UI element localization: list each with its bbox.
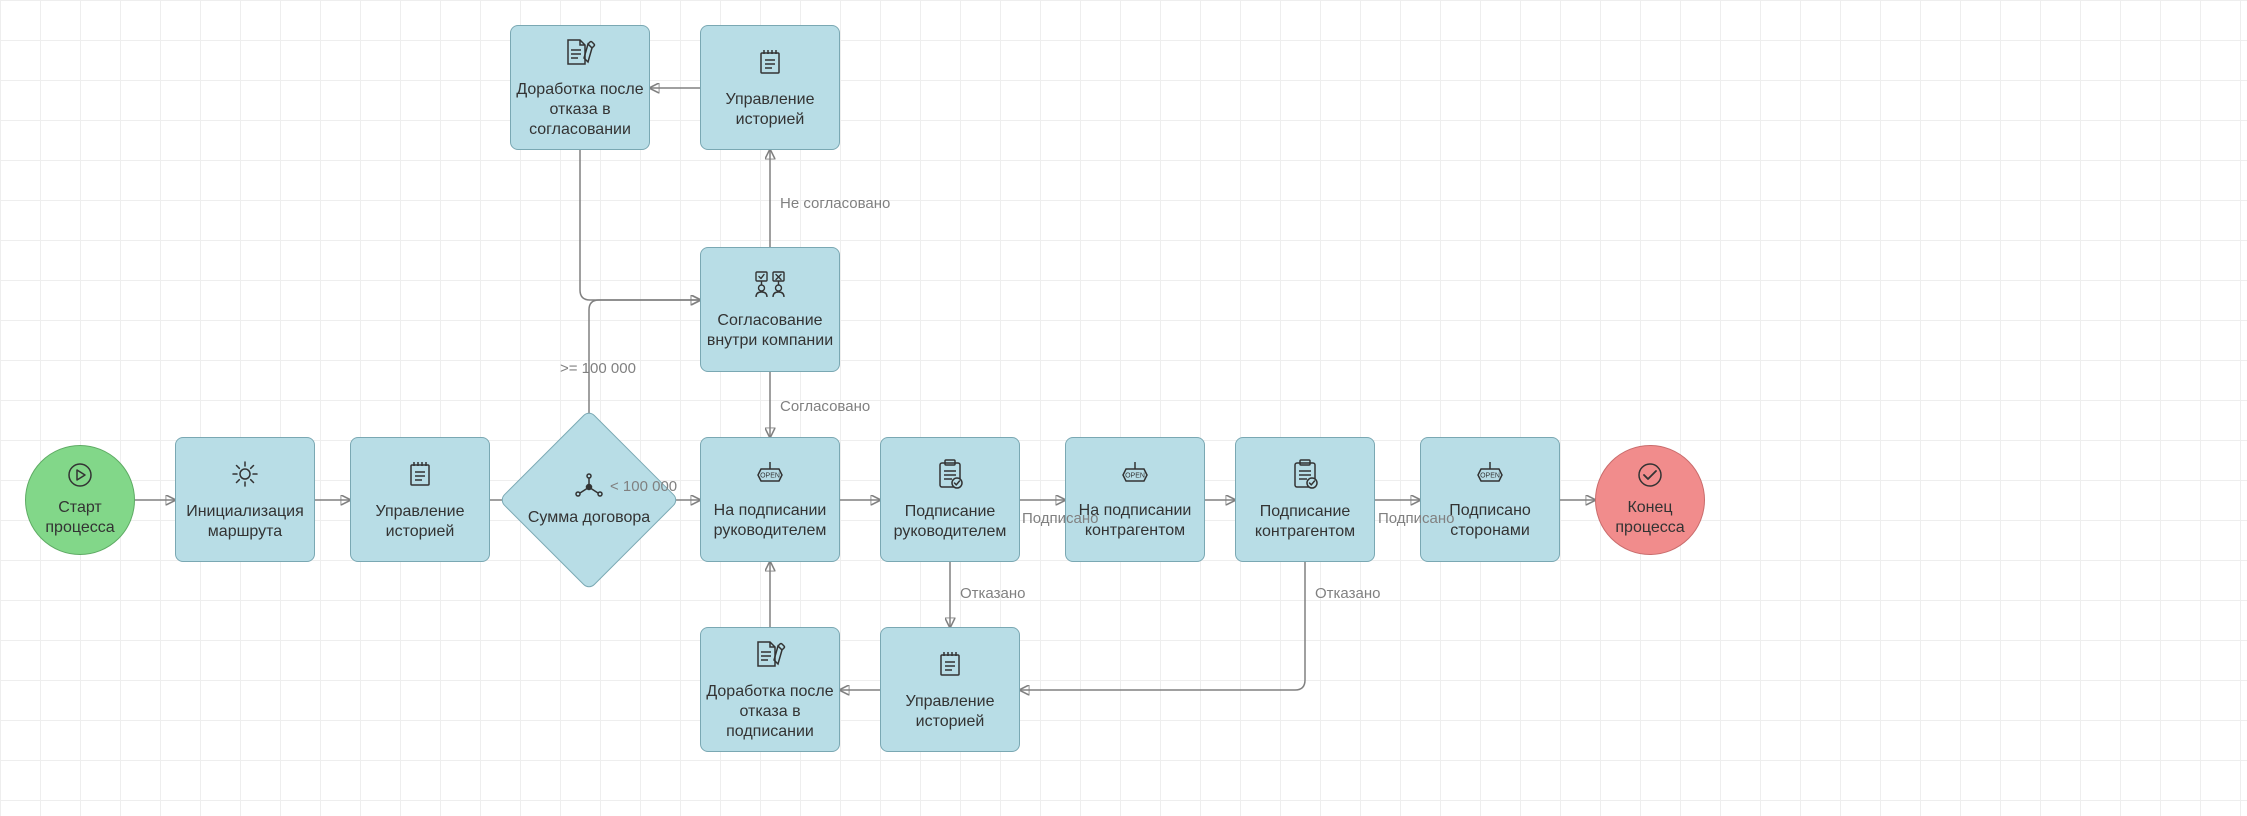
node-label: Старт процесса xyxy=(26,498,134,538)
end-event[interactable]: Конец процесса xyxy=(1595,445,1705,555)
svg-text:OPEN: OPEN xyxy=(1480,472,1500,479)
task-sign_cp_state[interactable]: OPENНа подписании контрагентом xyxy=(1065,437,1205,562)
notepad-icon xyxy=(934,648,966,686)
task-approve[interactable]: Согласование внутри компании xyxy=(700,247,840,372)
edge-label: Подписано xyxy=(1378,510,1455,527)
edge-label: Подписано xyxy=(1022,510,1099,527)
task-hist1[interactable]: Управление историей xyxy=(350,437,490,562)
task-sign_mgr_task[interactable]: Подписание руководителем xyxy=(880,437,1020,562)
check-icon xyxy=(1637,462,1663,494)
notepad-icon xyxy=(404,458,436,496)
edge-label: Отказано xyxy=(960,585,1025,602)
branch-icon xyxy=(574,472,604,508)
node-label: Инициализация маршрута xyxy=(180,502,310,542)
task-sign_cp_task[interactable]: Подписание контрагентом xyxy=(1235,437,1375,562)
svg-text:OPEN: OPEN xyxy=(760,472,780,479)
vote-icon xyxy=(752,269,788,305)
start-event[interactable]: Старт процесса xyxy=(25,445,135,555)
edge-rework_appr-approve xyxy=(580,150,700,300)
clipboard-icon xyxy=(935,458,965,496)
task-hist3[interactable]: Управление историей xyxy=(880,627,1020,752)
node-label: Доработка после отказа в согласовании xyxy=(515,80,645,140)
task-rework_sign[interactable]: Доработка после отказа в подписании xyxy=(700,627,840,752)
node-label: Конец процесса xyxy=(1596,498,1704,538)
task-init[interactable]: Инициализация маршрута xyxy=(175,437,315,562)
open-icon: OPEN xyxy=(1117,459,1153,495)
node-label: Управление историей xyxy=(885,692,1015,732)
open-icon: OPEN xyxy=(1472,459,1508,495)
edge-sign_cp_task-hist3 xyxy=(1020,562,1305,690)
open-icon: OPEN xyxy=(752,459,788,495)
node-label: Сумма договора xyxy=(528,508,650,528)
node-label: Подписание контрагентом xyxy=(1240,502,1370,542)
edge-label: Отказано xyxy=(1315,585,1380,602)
node-label: На подписании руководителем xyxy=(705,501,835,541)
node-label: Управление историей xyxy=(705,90,835,130)
node-label: Доработка после отказа в подписании xyxy=(705,682,835,742)
gear-icon xyxy=(229,458,261,496)
edge-label: < 100 000 xyxy=(610,478,677,495)
clipboard-icon xyxy=(1290,458,1320,496)
doc-edit-icon xyxy=(563,36,597,74)
node-label: Управление историей xyxy=(355,502,485,542)
gateway-gate[interactable]: Сумма договора xyxy=(525,436,653,564)
svg-text:OPEN: OPEN xyxy=(1125,472,1145,479)
edge-label: >= 100 000 xyxy=(560,360,636,377)
play-icon xyxy=(67,462,93,494)
edge-label: Не согласовано xyxy=(780,195,890,212)
doc-edit-icon xyxy=(753,638,787,676)
edge-label: Согласовано xyxy=(780,398,870,415)
task-sign_mgr_state[interactable]: OPEN На подписании руководителем xyxy=(700,437,840,562)
node-label: Подписание руководителем xyxy=(885,502,1015,542)
node-label: Согласование внутри компании xyxy=(705,311,835,351)
task-hist2[interactable]: Управление историей xyxy=(700,25,840,150)
task-signed[interactable]: OPENПодписано сторонами xyxy=(1420,437,1560,562)
edge-layer xyxy=(0,0,2247,816)
task-rework_appr[interactable]: Доработка после отказа в согласовании xyxy=(510,25,650,150)
notepad-icon xyxy=(754,46,786,84)
